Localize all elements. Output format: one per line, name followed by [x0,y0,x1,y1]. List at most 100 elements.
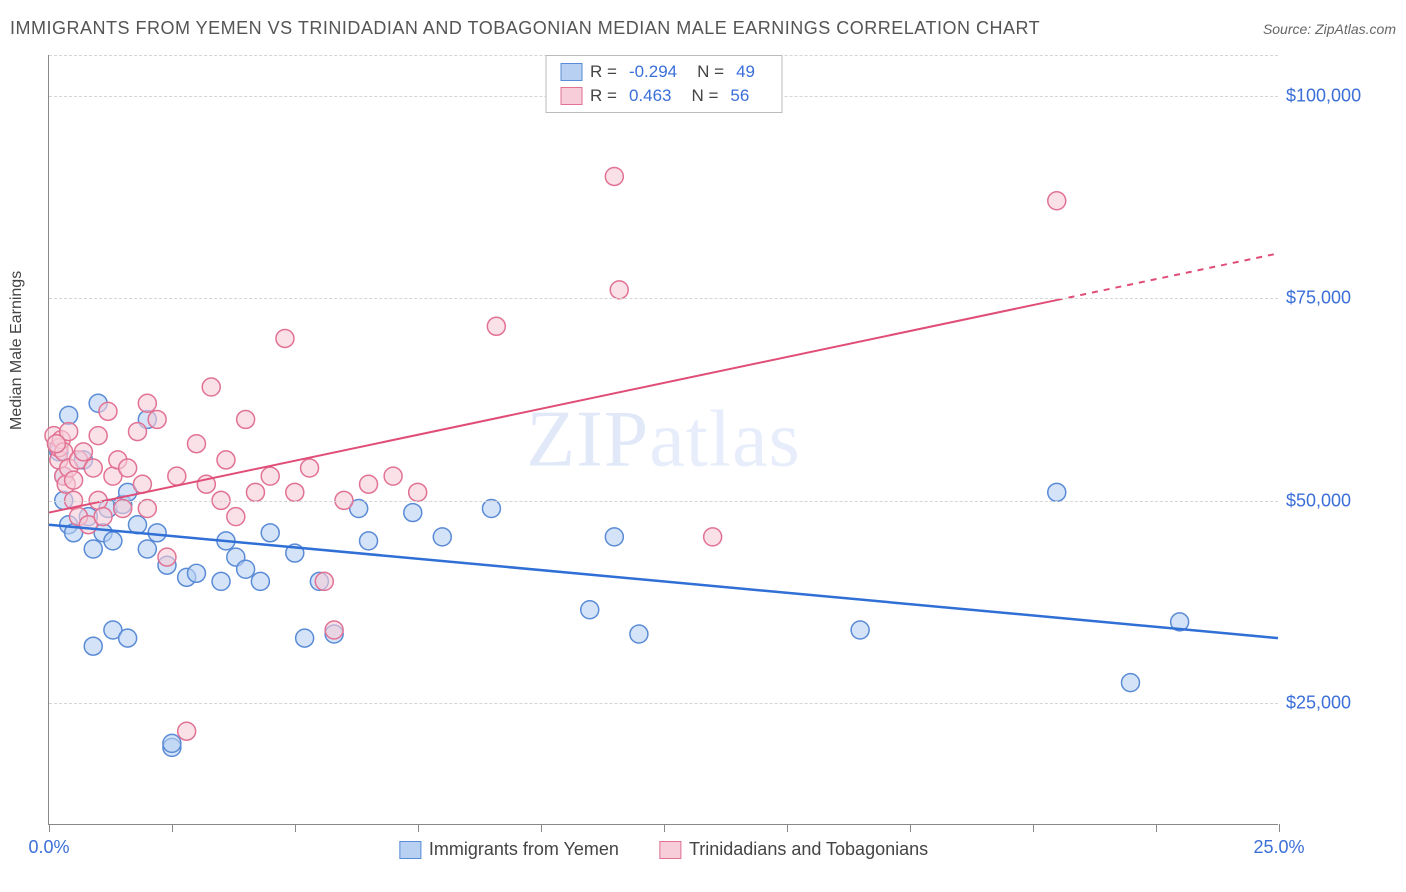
x-tick [295,824,296,832]
gridline-h [49,298,1278,299]
data-point [605,528,623,546]
data-point [251,572,269,590]
swatch-bottom-1 [659,841,681,859]
legend-correlation-box: R = -0.294 N = 49 R = 0.463 N = 56 [545,55,782,113]
data-point [286,483,304,501]
data-point [84,540,102,558]
legend-label-1: Trinidadians and Tobagonians [689,839,928,860]
data-point [187,564,205,582]
y-axis-label: Median Male Earnings [8,271,26,430]
data-point [65,471,83,489]
chart-svg [49,55,1278,824]
data-point [128,516,146,534]
data-point [261,467,279,485]
legend-item-0: Immigrants from Yemen [399,839,619,860]
x-tick [418,824,419,832]
data-point [202,378,220,396]
legend-label-0: Immigrants from Yemen [429,839,619,860]
r-value-0: -0.294 [629,62,677,82]
x-tick-label: 0.0% [28,837,69,858]
data-point [217,451,235,469]
data-point [384,467,402,485]
data-point [148,410,166,428]
data-point [433,528,451,546]
data-point [1048,192,1066,210]
data-point [99,402,117,420]
x-tick [1279,824,1280,832]
source-attribution: Source: ZipAtlas.com [1263,21,1396,37]
data-point [360,532,378,550]
data-point [138,500,156,518]
y-tick-label: $75,000 [1286,288,1396,309]
data-point [301,459,319,477]
data-point [168,467,186,485]
data-point [114,500,132,518]
data-point [138,540,156,558]
data-point [487,317,505,335]
data-point [404,504,422,522]
data-point [128,423,146,441]
data-point [148,524,166,542]
swatch-series-0 [560,63,582,81]
x-tick [172,824,173,832]
data-point [138,394,156,412]
data-point [47,435,65,453]
y-tick-label: $100,000 [1286,85,1396,106]
y-tick-label: $25,000 [1286,693,1396,714]
title-bar: IMMIGRANTS FROM YEMEN VS TRINIDADIAN AND… [10,18,1396,39]
x-tick [910,824,911,832]
plot-area: ZIPatlas R = -0.294 N = 49 R = 0.463 N =… [48,55,1278,825]
data-point [360,475,378,493]
data-point [605,167,623,185]
legend-row-series-1: R = 0.463 N = 56 [546,84,781,108]
data-point [325,621,343,639]
data-point [227,508,245,526]
data-point [409,483,427,501]
x-tick-label: 25.0% [1253,837,1304,858]
legend-bottom: Immigrants from Yemen Trinidadians and T… [399,839,928,860]
legend-item-1: Trinidadians and Tobagonians [659,839,928,860]
data-point [133,475,151,493]
gridline-h [49,501,1278,502]
trend-line [49,525,1278,638]
data-point [851,621,869,639]
data-point [704,528,722,546]
data-point [104,532,122,550]
data-point [261,524,279,542]
y-tick-label: $50,000 [1286,490,1396,511]
swatch-bottom-0 [399,841,421,859]
data-point [74,443,92,461]
trend-line-dashed [1057,253,1278,300]
data-point [237,410,255,428]
data-point [163,734,181,752]
data-point [84,459,102,477]
x-tick [541,824,542,832]
x-tick [664,824,665,832]
data-point [296,629,314,647]
legend-row-series-0: R = -0.294 N = 49 [546,60,781,84]
n-value-0: 49 [736,62,755,82]
data-point [581,601,599,619]
data-point [187,435,205,453]
data-point [178,722,196,740]
x-tick [787,824,788,832]
data-point [1048,483,1066,501]
data-point [158,548,176,566]
swatch-series-1 [560,87,582,105]
data-point [1122,674,1140,692]
data-point [94,508,112,526]
data-point [630,625,648,643]
data-point [237,560,255,578]
data-point [119,459,137,477]
n-value-1: 56 [730,86,749,106]
gridline-h [49,703,1278,704]
data-point [610,281,628,299]
data-point [89,427,107,445]
r-value-1: 0.463 [629,86,672,106]
trend-line [49,300,1057,513]
data-point [276,329,294,347]
data-point [482,500,500,518]
data-point [84,637,102,655]
data-point [119,629,137,647]
x-tick [1033,824,1034,832]
